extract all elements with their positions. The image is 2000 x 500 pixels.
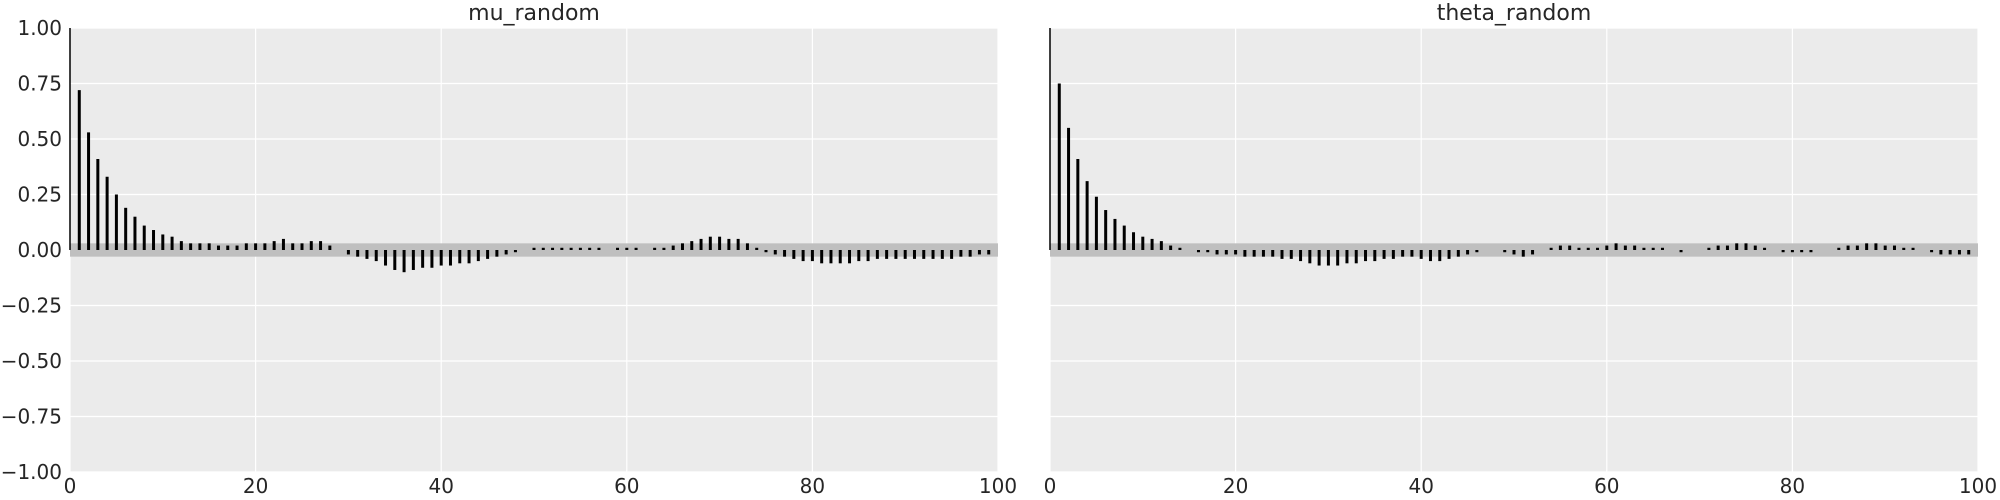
x-tick-label: 0 bbox=[64, 474, 77, 498]
x-tick-label: 100 bbox=[1959, 474, 1997, 498]
x-tick-labels: 0 20 40 60 80 100 bbox=[64, 474, 1017, 498]
y-tick-label: 0.75 bbox=[17, 72, 62, 96]
y-tick-label: 0.00 bbox=[17, 238, 62, 262]
panel-theta-random: theta_random 0 20 40 60 80 100 bbox=[1044, 1, 1997, 498]
panel-mu-random: mu_random 1.00 0.75 0.50 0.25 0.00 −0.25… bbox=[1, 1, 1017, 498]
x-tick-label: 80 bbox=[800, 474, 825, 498]
x-tick-label: 60 bbox=[1594, 474, 1619, 498]
x-tick-label: 100 bbox=[979, 474, 1017, 498]
y-tick-label: −0.25 bbox=[1, 294, 62, 318]
chart-title: theta_random bbox=[1437, 1, 1592, 26]
x-tick-label: 40 bbox=[1408, 474, 1433, 498]
acf-bars bbox=[69, 28, 991, 273]
y-tick-label: 0.50 bbox=[17, 127, 62, 151]
x-tick-label: 0 bbox=[1044, 474, 1057, 498]
y-tick-label: −0.50 bbox=[1, 349, 62, 373]
y-tick-label: 1.00 bbox=[17, 16, 62, 40]
y-tick-label: −1.00 bbox=[1, 460, 62, 484]
y-tick-label: 0.25 bbox=[17, 183, 62, 207]
chart-title: mu_random bbox=[468, 1, 600, 26]
x-tick-labels: 0 20 40 60 80 100 bbox=[1044, 474, 1997, 498]
x-tick-label: 80 bbox=[1780, 474, 1805, 498]
acf-bars bbox=[1049, 28, 1971, 266]
y-tick-label: −0.75 bbox=[1, 405, 62, 429]
y-tick-labels: 1.00 0.75 0.50 0.25 0.00 −0.25 −0.50 −0.… bbox=[1, 16, 62, 484]
x-tick-label: 60 bbox=[614, 474, 639, 498]
x-tick-label: 20 bbox=[243, 474, 268, 498]
x-tick-label: 40 bbox=[428, 474, 453, 498]
x-tick-label: 20 bbox=[1223, 474, 1248, 498]
